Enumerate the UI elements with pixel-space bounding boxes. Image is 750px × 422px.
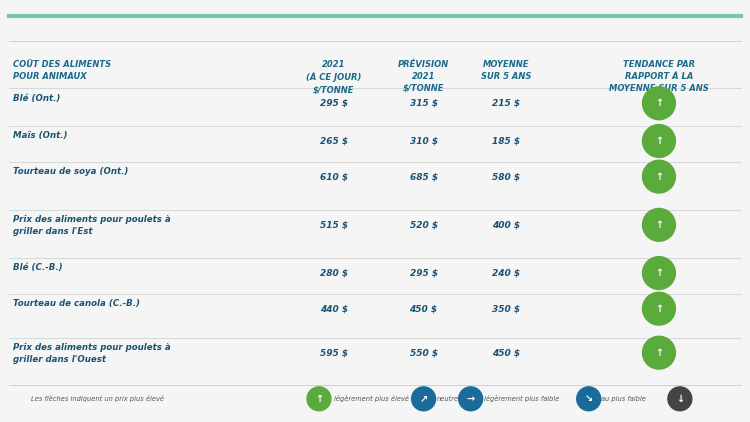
- Text: ↑: ↑: [315, 394, 323, 404]
- Text: ↑: ↑: [655, 348, 663, 358]
- Text: ↑: ↑: [655, 98, 663, 108]
- Ellipse shape: [459, 387, 482, 411]
- Text: Prix des aliments pour poulets à
griller dans l'Est: Prix des aliments pour poulets à griller…: [13, 215, 170, 235]
- Text: Tourteau de canola (C.-B.): Tourteau de canola (C.-B.): [13, 299, 140, 308]
- Text: au plus faible: au plus faible: [602, 396, 646, 402]
- Text: 265 $: 265 $: [320, 136, 348, 146]
- Text: 580 $: 580 $: [492, 172, 520, 181]
- Text: ↑: ↑: [655, 172, 663, 181]
- Text: ↓: ↓: [676, 394, 684, 404]
- Ellipse shape: [643, 160, 676, 193]
- Text: Blé (C.-B.): Blé (C.-B.): [13, 263, 62, 273]
- Text: COÛT DES ALIMENTS
POUR ANIMAUX: COÛT DES ALIMENTS POUR ANIMAUX: [13, 60, 111, 81]
- Ellipse shape: [643, 87, 676, 120]
- Ellipse shape: [307, 387, 331, 411]
- Text: ↑: ↑: [655, 268, 663, 278]
- Text: 685 $: 685 $: [410, 172, 438, 181]
- Ellipse shape: [577, 387, 601, 411]
- Text: 595 $: 595 $: [320, 348, 348, 357]
- Text: 550 $: 550 $: [410, 348, 438, 357]
- Text: 240 $: 240 $: [492, 268, 520, 278]
- Text: neutre: neutre: [436, 396, 458, 402]
- Text: 2021
(À CE JOUR)
$/TONNE: 2021 (À CE JOUR) $/TONNE: [306, 60, 362, 94]
- Ellipse shape: [643, 257, 676, 289]
- Text: 440 $: 440 $: [320, 304, 348, 313]
- Text: TENDANCE PAR
RAPPORT À LA
MOYENNE SUR 5 ANS: TENDANCE PAR RAPPORT À LA MOYENNE SUR 5 …: [609, 60, 709, 93]
- Text: légèrement plus faible: légèrement plus faible: [484, 395, 560, 402]
- Text: 610 $: 610 $: [320, 172, 348, 181]
- Text: Prix des aliments pour poulets à
griller dans l'Ouest: Prix des aliments pour poulets à griller…: [13, 343, 170, 363]
- Text: 280 $: 280 $: [320, 268, 348, 278]
- Text: 350 $: 350 $: [492, 304, 520, 313]
- Ellipse shape: [643, 336, 676, 369]
- Ellipse shape: [643, 208, 676, 241]
- Ellipse shape: [668, 387, 692, 411]
- Text: 515 $: 515 $: [320, 220, 348, 229]
- Text: ↑: ↑: [655, 304, 663, 314]
- Text: légèrement plus élevé: légèrement plus élevé: [334, 395, 409, 402]
- Text: 215 $: 215 $: [492, 99, 520, 108]
- Text: Tourteau de soya (Ont.): Tourteau de soya (Ont.): [13, 167, 128, 176]
- Text: 450 $: 450 $: [410, 304, 438, 313]
- Text: Blé (Ont.): Blé (Ont.): [13, 94, 60, 103]
- Text: ↗: ↗: [419, 394, 428, 404]
- Text: Les flèches indiquent un prix plus élevé: Les flèches indiquent un prix plus élevé: [32, 395, 164, 402]
- Text: 310 $: 310 $: [410, 136, 438, 146]
- Text: 520 $: 520 $: [410, 220, 438, 229]
- Text: Maïs (Ont.): Maïs (Ont.): [13, 131, 67, 141]
- Text: 400 $: 400 $: [492, 220, 520, 229]
- Ellipse shape: [643, 124, 676, 157]
- Text: ↑: ↑: [655, 136, 663, 146]
- Text: ↑: ↑: [655, 220, 663, 230]
- Ellipse shape: [643, 292, 676, 325]
- Text: →: →: [466, 394, 475, 404]
- Text: 185 $: 185 $: [492, 136, 520, 146]
- Ellipse shape: [412, 387, 436, 411]
- Text: 295 $: 295 $: [320, 99, 348, 108]
- Text: ↘: ↘: [585, 394, 592, 404]
- Text: MOYENNE
SUR 5 ANS: MOYENNE SUR 5 ANS: [481, 60, 531, 81]
- Text: 315 $: 315 $: [410, 99, 438, 108]
- Text: 295 $: 295 $: [410, 268, 438, 278]
- Text: PRÉVISION
2021
$/TONNE: PRÉVISION 2021 $/TONNE: [398, 60, 449, 93]
- Text: 450 $: 450 $: [492, 348, 520, 357]
